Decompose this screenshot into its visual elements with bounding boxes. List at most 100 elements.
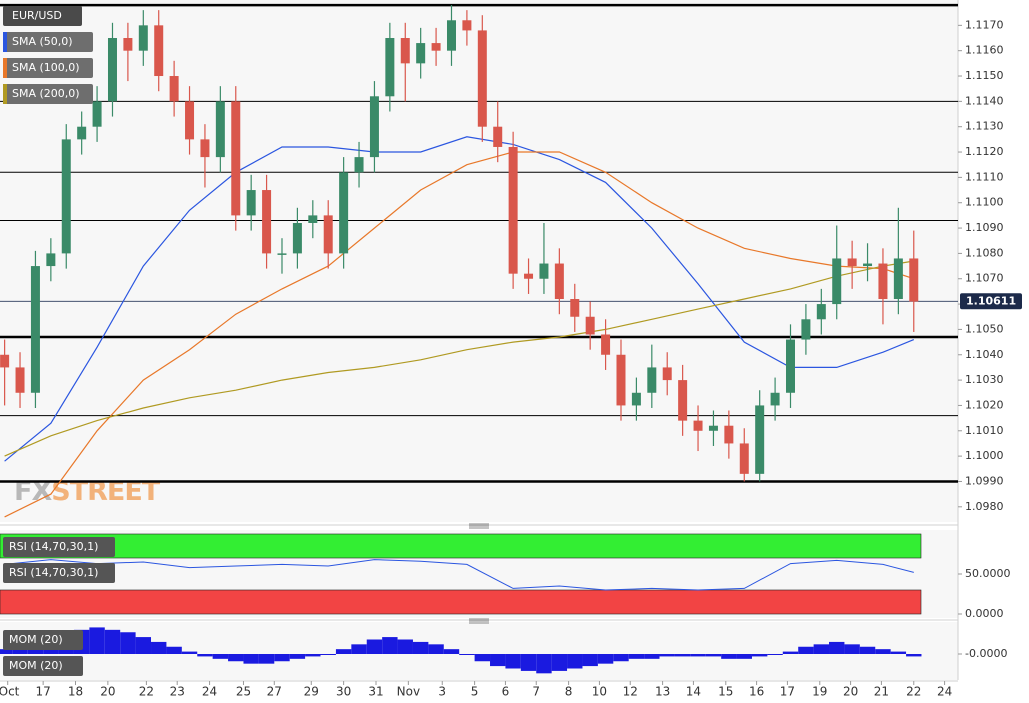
candle-body [154, 25, 164, 77]
candle-body [200, 139, 210, 158]
candle-body [46, 253, 56, 267]
x-tick-label: Nov [397, 685, 420, 699]
candle-body [138, 25, 148, 51]
mom-bar [613, 654, 629, 662]
mom-bar [536, 654, 552, 674]
mom-bar [89, 627, 105, 654]
mom-bar [582, 654, 598, 667]
mom-bar [228, 654, 244, 662]
mom-bar [120, 632, 136, 654]
mom-bar [166, 646, 182, 654]
legend-entry-box [3, 84, 93, 104]
mom-bar [628, 654, 645, 659]
mom-bar [490, 654, 506, 667]
candle-body [277, 253, 287, 255]
y-tick-label: 50.0000 [965, 567, 1011, 580]
mom-bar [597, 654, 614, 664]
candle-body [816, 304, 826, 320]
candle-body [446, 20, 456, 51]
y-tick-label: 1.1010 [965, 424, 1004, 437]
candle-body [15, 367, 25, 393]
candle-body [493, 126, 503, 147]
y-tick-label: 0.0000 [965, 607, 1004, 620]
candle-body [292, 222, 302, 254]
x-tick-label: 16 [749, 685, 764, 699]
candle-body [570, 299, 580, 317]
candle-body [631, 392, 641, 406]
mom-bar [258, 654, 275, 664]
x-tick-label: Oct [0, 685, 20, 699]
y-tick-label: 1.1030 [965, 373, 1004, 386]
candle-body [369, 96, 379, 158]
y-tick-label: 1.1040 [965, 348, 1004, 361]
x-tick-label: 12 [623, 685, 638, 699]
candle-body [215, 101, 225, 158]
mom-bar [289, 654, 306, 659]
mom-bar [813, 644, 830, 654]
candle-body [431, 43, 441, 51]
candle-body [462, 20, 472, 31]
x-tick-label: 29 [304, 685, 319, 699]
x-tick-label: 15 [718, 685, 733, 699]
mom-bar [104, 629, 121, 654]
rsi-line [4, 559, 914, 591]
candle-body [801, 319, 811, 340]
y-tick-label: 1.1050 [965, 322, 1004, 335]
mom-bar [659, 654, 675, 657]
y-tick-label: -0.0000 [965, 647, 1007, 660]
y-tick-label: 1.1120 [965, 145, 1004, 158]
x-tick-label: 22 [139, 685, 154, 699]
legend-entry-swatch [3, 32, 7, 52]
candle-body [185, 101, 195, 140]
resize-handle[interactable] [469, 523, 489, 624]
rsi-label-box [3, 537, 115, 557]
mom-bar [243, 654, 259, 664]
mom-bar [443, 649, 460, 654]
mom-bar [366, 639, 383, 654]
mom-bar [767, 654, 783, 655]
candle-body [524, 273, 534, 279]
x-tick-label: 6 [502, 685, 510, 699]
candle-body [30, 266, 40, 393]
candle-body [554, 263, 564, 300]
legend-entry: SMA (100,0) [12, 61, 80, 74]
mom-bar [875, 649, 891, 654]
mom-label: MOM (20) [9, 659, 63, 672]
x-tick-label: 22 [906, 685, 921, 699]
mom-bar [567, 654, 583, 669]
mom-bar [505, 654, 521, 669]
overbought-band [0, 533, 922, 559]
candle-body [477, 30, 487, 127]
y-tick-label: 1.1000 [965, 449, 1004, 462]
legend-entry-swatch [3, 84, 7, 104]
mom-bar [382, 637, 398, 654]
mom-bar [0, 649, 13, 654]
y-tick-label: 1.1150 [965, 69, 1004, 82]
mom-bar [890, 651, 907, 654]
x-tick-label: 21 [874, 685, 889, 699]
candle-body [354, 157, 364, 173]
x-tick-label: 14 [686, 685, 701, 699]
candle-body [169, 76, 179, 102]
y-tick-label: 1.1170 [965, 18, 1004, 31]
mom-bar [474, 654, 491, 662]
x-tick-label: 5 [471, 685, 479, 699]
x-tick-label: 18 [68, 685, 83, 699]
candle-body [893, 258, 903, 300]
candle-body [400, 38, 410, 64]
candle-body [909, 258, 919, 302]
legend-entry: SMA (200,0) [12, 87, 80, 100]
watermark-part: STREET [51, 476, 161, 507]
candle-body [693, 420, 703, 431]
candle-body [107, 38, 117, 102]
mom-bar [305, 654, 321, 657]
candle-body [601, 334, 611, 355]
candle-body [724, 425, 734, 444]
candle-body [832, 258, 842, 305]
x-tick-label: 27 [267, 685, 282, 699]
candle-body [308, 215, 318, 223]
mom-label-box [3, 656, 83, 676]
mom-bar [335, 649, 352, 654]
rsi-label: RSI (14,70,30,1) [9, 540, 98, 553]
candle-body [385, 38, 395, 97]
